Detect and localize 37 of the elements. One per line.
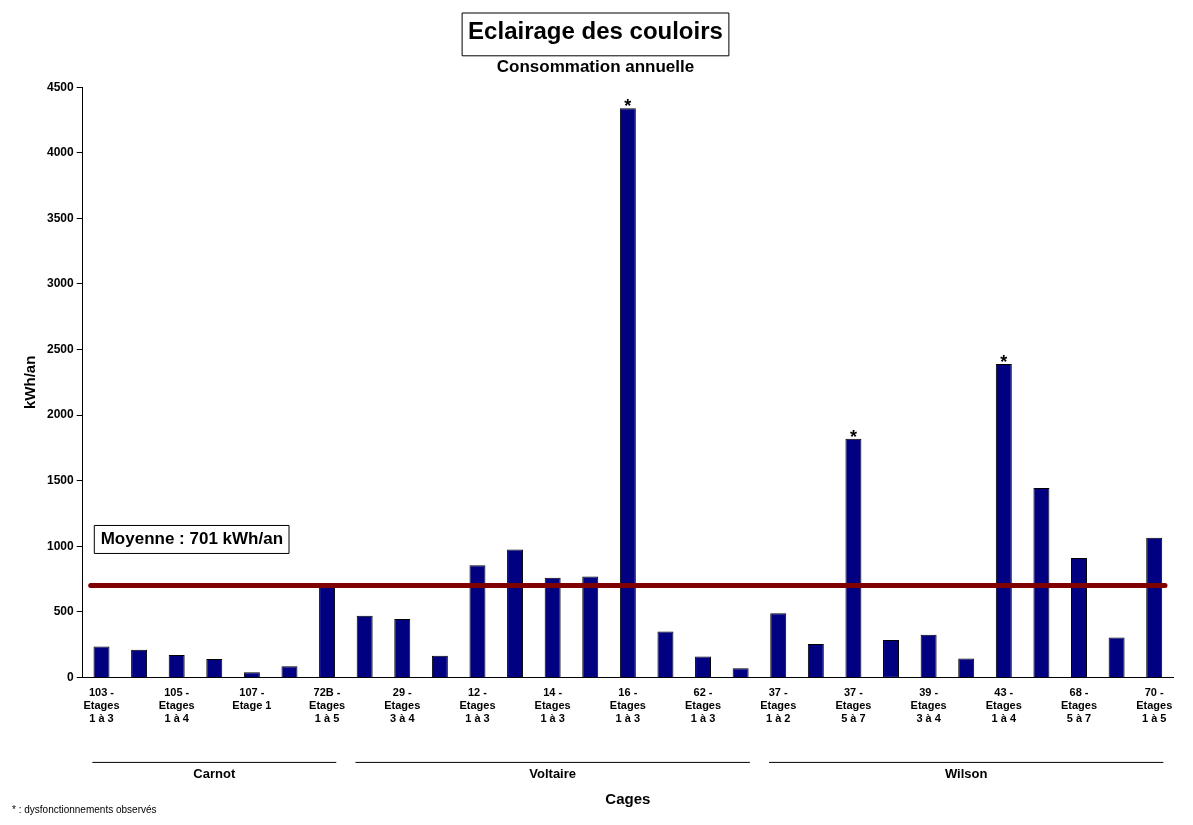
annotation: * — [849, 426, 857, 447]
text: Wilson — [944, 766, 988, 782]
x-axis-title: Cages — [605, 790, 651, 808]
x-tick-label: 72B - Etages 1 à 5 — [309, 686, 346, 725]
x-tick-label: 62 - Etages 1 à 3 — [685, 686, 722, 725]
x-tick-label: 37 - Etages 5 à 7 — [835, 686, 872, 725]
x-tick-label: 29 - Etages 3 à 4 — [384, 686, 421, 725]
y-tick-label: 4000 — [46, 145, 75, 160]
chart-subtitle: Consommation annuelle — [496, 56, 695, 76]
y-tick-label: 2500 — [46, 341, 75, 356]
x-tick-label: 107 - Etage 1 — [232, 686, 272, 712]
x-tick-label: 37 - Etages 1 à 2 — [760, 686, 797, 725]
y-tick-label: 2000 — [46, 407, 75, 422]
x-tick-label: 103 - Etages 1 à 3 — [83, 686, 120, 725]
chart-title: Eclairage des couloirs — [468, 17, 723, 45]
y-tick-label: 0 — [67, 669, 75, 684]
y-tick-label: 3500 — [46, 210, 75, 225]
y-axis-title: kWh/an — [21, 355, 39, 409]
y-tick-label: 4500 — [46, 79, 75, 94]
annotation: * — [624, 96, 632, 117]
ref-line-label: Moyenne : 701 kWh/an — [100, 529, 284, 549]
text: Voltaire — [529, 766, 577, 782]
x-tick-label: 14 - Etages 1 à 3 — [534, 686, 571, 725]
text: * : dysfonctionnements observés — [12, 803, 157, 815]
y-tick-label: 1500 — [46, 472, 75, 487]
x-tick-label: 70 - Etages 1 à 5 — [1136, 686, 1173, 725]
x-tick-label: 105 - Etages 1 à 4 — [158, 686, 195, 725]
y-tick-label: 500 — [53, 604, 75, 619]
x-tick-label: 43 - Etages 1 à 4 — [985, 686, 1022, 725]
annotation: * — [1000, 351, 1008, 372]
x-tick-label: 12 - Etages 1 à 3 — [459, 686, 496, 725]
y-tick-label: 3000 — [46, 276, 75, 291]
text: Carnot — [193, 766, 236, 782]
y-tick-label: 1000 — [46, 538, 75, 553]
x-tick-label: 39 - Etages 3 à 4 — [910, 686, 947, 725]
x-tick-label: 16 - Etages 1 à 3 — [609, 686, 646, 725]
x-tick-label: 68 - Etages 5 à 7 — [1060, 686, 1098, 725]
